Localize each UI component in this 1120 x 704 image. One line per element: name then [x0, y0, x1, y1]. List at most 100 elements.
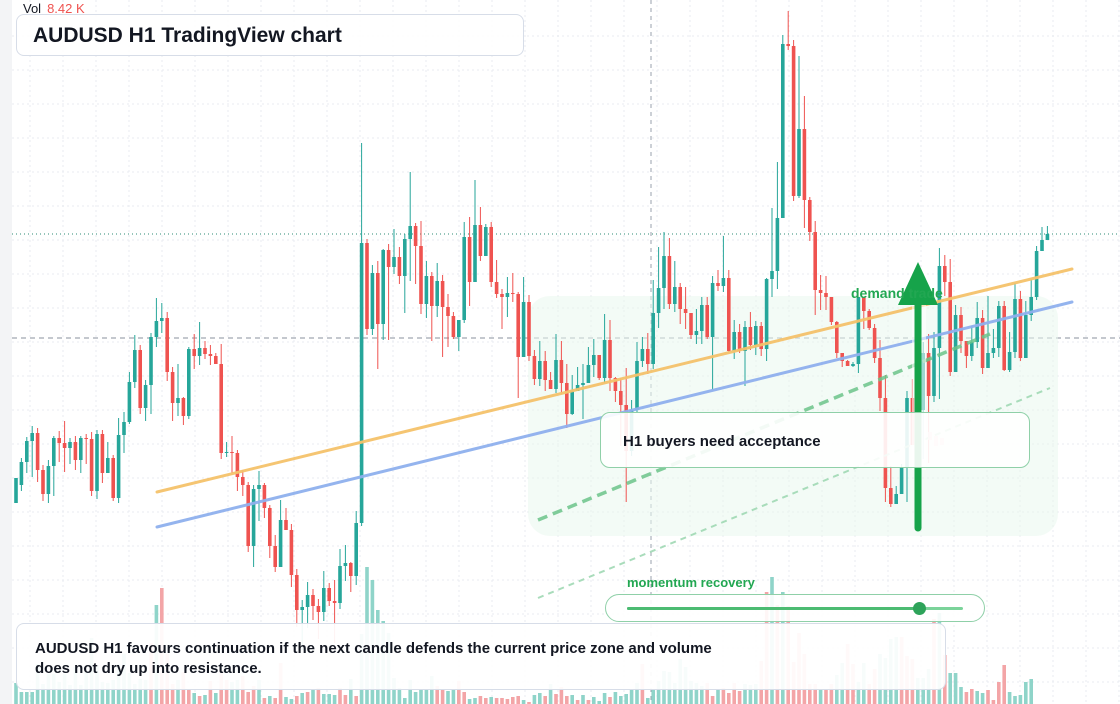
- candle: [365, 239, 369, 335]
- volume-bar: [586, 700, 591, 704]
- candle-body: [581, 383, 585, 385]
- volume-bar: [251, 686, 256, 704]
- candle-body: [424, 276, 429, 304]
- volume-bar: [295, 696, 299, 704]
- momentum-track: [627, 602, 963, 615]
- candle-body: [327, 588, 331, 601]
- candle: [446, 294, 450, 347]
- volume-bar: [629, 690, 634, 704]
- candle: [251, 485, 256, 567]
- candle: [532, 350, 537, 385]
- volume-bar: [543, 696, 547, 704]
- candle-body: [241, 477, 245, 485]
- volume-bar: [754, 684, 758, 704]
- candle: [500, 289, 504, 329]
- volume-bar: [489, 697, 493, 704]
- candle: [743, 321, 747, 386]
- candle: [797, 56, 801, 198]
- candle-body: [662, 256, 666, 288]
- candle-body: [791, 46, 796, 196]
- candle-body: [656, 288, 661, 313]
- candle-body: [705, 305, 709, 337]
- volume-bar: [743, 684, 747, 704]
- volume-bar: [289, 699, 294, 704]
- candle-body: [219, 364, 223, 453]
- candles[interactable]: [14, 11, 1050, 650]
- momentum-fill: [627, 607, 920, 610]
- candle: [646, 333, 650, 374]
- candle: [284, 508, 288, 530]
- momentum-knob[interactable]: [913, 602, 927, 615]
- candle-body: [646, 349, 650, 364]
- candle-body: [1034, 251, 1039, 297]
- candle: [35, 428, 40, 482]
- candle-body: [975, 318, 979, 342]
- candle-body: [694, 331, 699, 335]
- candle: [106, 442, 110, 473]
- candle: [1013, 283, 1017, 358]
- candle-body: [100, 434, 105, 473]
- candle-body: [154, 321, 159, 337]
- candle: [527, 295, 531, 361]
- candle: [30, 426, 34, 477]
- volume-bar: [980, 693, 985, 704]
- candle: [781, 35, 785, 218]
- volume-bar: [235, 680, 240, 704]
- volume-bar: [527, 702, 531, 704]
- volume-bar: [975, 691, 979, 704]
- candle: [268, 505, 272, 558]
- volume-bar: [41, 684, 45, 704]
- candle: [57, 431, 61, 462]
- volume-bar: [953, 673, 958, 704]
- volume-bar: [462, 692, 466, 704]
- candle-body: [30, 433, 34, 441]
- candle-body: [138, 350, 142, 408]
- commentary-card: AUDUSD H1 favours continuation if the ne…: [16, 623, 946, 690]
- candle-body: [554, 360, 558, 389]
- candle: [700, 297, 704, 344]
- candle: [68, 438, 72, 464]
- candle-body: [678, 287, 682, 309]
- volume-bar: [327, 694, 331, 704]
- candle-body: [505, 293, 510, 297]
- candle: [181, 397, 186, 425]
- candle-body: [862, 297, 866, 311]
- price-scale-strip: [0, 0, 12, 704]
- candle: [818, 275, 823, 310]
- volume-bar: [30, 692, 34, 704]
- candle: [689, 313, 693, 339]
- candle: [376, 261, 380, 369]
- volume-bar: [505, 699, 510, 704]
- candle-body: [824, 293, 828, 297]
- candle-body: [619, 391, 623, 405]
- candle: [143, 380, 148, 421]
- candle-body: [802, 129, 807, 200]
- candle-body: [494, 282, 499, 294]
- candle: [543, 351, 547, 391]
- candle: [278, 500, 283, 567]
- candle: [786, 11, 790, 50]
- candle-body: [41, 470, 45, 494]
- volume-label: Vol: [23, 1, 42, 16]
- projection-dashed-lower: [537, 387, 1051, 599]
- candle: [462, 222, 466, 323]
- volume-bar: [68, 685, 72, 704]
- candle-body: [462, 237, 466, 320]
- candle-body: [365, 243, 369, 329]
- candle-body: [68, 442, 72, 448]
- candle: [311, 589, 315, 620]
- candle-body: [478, 225, 483, 256]
- volume-bar: [187, 690, 191, 704]
- candle-body: [332, 601, 337, 603]
- candle-body: [543, 361, 547, 380]
- volume-bar: [964, 692, 969, 704]
- candle: [565, 364, 569, 428]
- candle-body: [511, 293, 515, 294]
- volume-bar: [737, 691, 742, 704]
- candle-body: [997, 306, 1001, 348]
- candle: [241, 470, 245, 496]
- candle-body: [408, 226, 412, 239]
- candle: [759, 322, 763, 356]
- candle-body: [73, 442, 78, 460]
- candle: [176, 364, 180, 416]
